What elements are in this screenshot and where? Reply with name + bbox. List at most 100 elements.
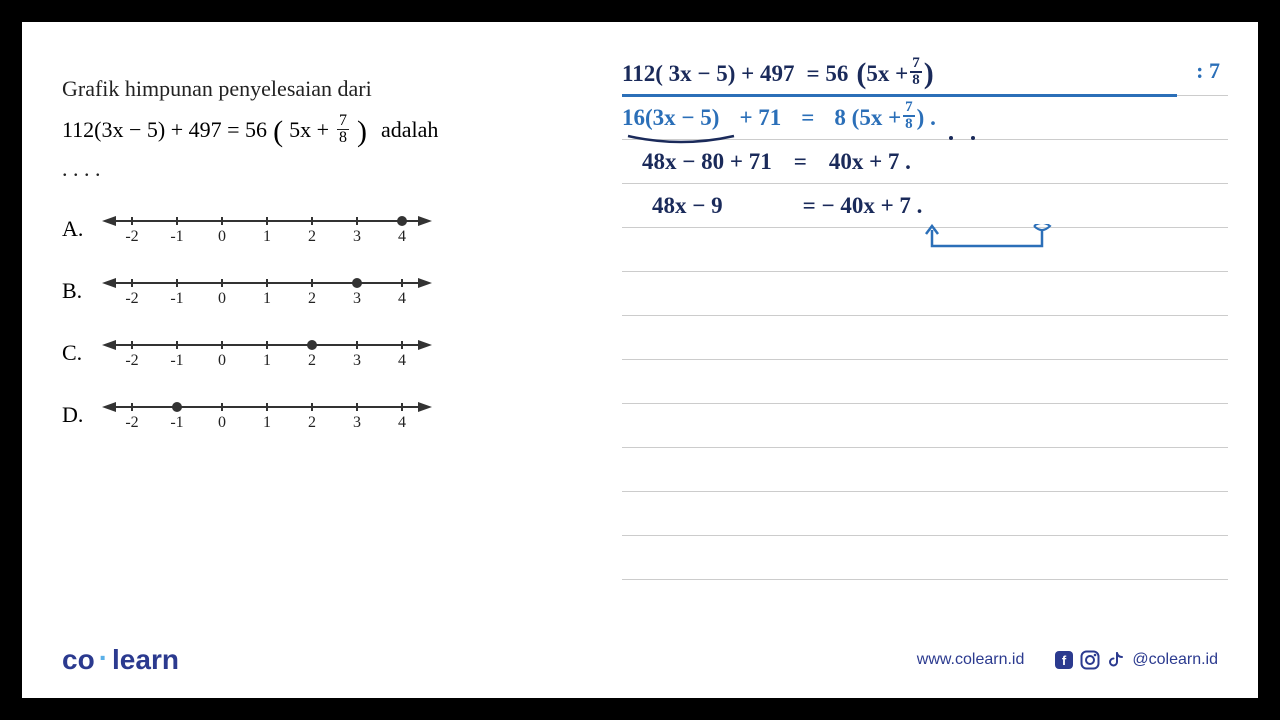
hand-l1-left: 112( 3x − 5) + 497 bbox=[622, 61, 795, 87]
social-handle: @colearn.id bbox=[1132, 651, 1218, 669]
instagram-icon bbox=[1080, 650, 1100, 670]
handwriting-block: 112( 3x − 5) + 497 = 56 ( 5x + 7 8 ) : 7… bbox=[622, 52, 1228, 580]
fraction-den: 8 bbox=[337, 130, 349, 146]
option-row[interactable]: D. -2 -1 0 1 2 3 4 bbox=[62, 395, 602, 435]
svg-text:-1: -1 bbox=[170, 414, 183, 431]
logo-part-a: co bbox=[62, 644, 95, 676]
hand-l2-a: 16(3x − 5) bbox=[622, 105, 719, 131]
option-row[interactable]: C. -2 -1 0 1 2 3 4 bbox=[62, 333, 602, 373]
svg-text:3: 3 bbox=[353, 228, 361, 245]
option-label: A. bbox=[62, 216, 102, 242]
paren-open: ( bbox=[273, 120, 283, 144]
svg-text:-2: -2 bbox=[125, 290, 138, 307]
question-text-line1: Grafik himpunan penyelesaian dari bbox=[62, 72, 602, 105]
options-block: A. -2 -1 0 1 2 3 4 B. -2 -1 0 1 2 3 4 C. -2 -1 0 1 2 3 4 D. -2 -1 0… bbox=[62, 209, 602, 435]
hand-l3-a: 48x − 80 + 71 bbox=[642, 149, 772, 175]
option-label: D. bbox=[62, 402, 102, 428]
hand-l2-frac-n: 7 bbox=[903, 100, 915, 117]
hand-l2-b: + 71 bbox=[739, 105, 781, 131]
hand-div7: : 7 bbox=[1196, 58, 1220, 84]
facebook-icon: f bbox=[1054, 650, 1074, 670]
option-label: C. bbox=[62, 340, 102, 366]
svg-text:-2: -2 bbox=[125, 228, 138, 245]
hand-l1-frac-d: 8 bbox=[910, 73, 922, 88]
equation-inner: 5x + bbox=[289, 117, 329, 143]
hand-l2-frac-d: 8 bbox=[903, 117, 915, 132]
fraction-num: 7 bbox=[337, 113, 349, 130]
question-block: Grafik himpunan penyelesaian dari 112(3x… bbox=[62, 72, 602, 457]
number-line: -2 -1 0 1 2 3 4 bbox=[102, 209, 432, 249]
hand-line-1: 112( 3x − 5) + 497 = 56 ( 5x + 7 8 ) : 7 bbox=[622, 52, 1228, 96]
ruled-line bbox=[622, 404, 1228, 448]
hand-l1-eq: = 56 bbox=[807, 61, 849, 87]
svg-text:f: f bbox=[1062, 653, 1067, 668]
hand-l3-b: = bbox=[794, 149, 807, 175]
option-row[interactable]: A. -2 -1 0 1 2 3 4 bbox=[62, 209, 602, 249]
svg-text:-2: -2 bbox=[125, 352, 138, 369]
option-row[interactable]: B. -2 -1 0 1 2 3 4 bbox=[62, 271, 602, 311]
hand-l1-paren-close: ) bbox=[924, 57, 934, 91]
svg-text:2: 2 bbox=[308, 228, 316, 245]
footer-right: www.colearn.id f @colearn.id bbox=[917, 650, 1218, 670]
hand-l2-frac: 7 8 bbox=[903, 100, 915, 132]
hand-l4-a: 48x − 9 bbox=[652, 193, 723, 219]
svg-text:0: 0 bbox=[218, 290, 226, 307]
hand-l2-e: ) . bbox=[917, 105, 936, 131]
svg-text:0: 0 bbox=[218, 228, 226, 245]
hand-l1-frac-n: 7 bbox=[910, 56, 922, 73]
svg-text:2: 2 bbox=[308, 290, 316, 307]
svg-text:1: 1 bbox=[263, 352, 271, 369]
svg-text:-1: -1 bbox=[170, 352, 183, 369]
logo-dot: · bbox=[99, 642, 108, 674]
equation-after: adalah bbox=[381, 117, 438, 143]
hand-l4-b: = − 40x + 7 . bbox=[803, 193, 923, 219]
question-dots: . . . . bbox=[62, 152, 602, 185]
fraction-7-8: 7 8 bbox=[337, 113, 349, 146]
hand-l2-c: = bbox=[801, 105, 814, 131]
ruled-line bbox=[622, 492, 1228, 536]
svg-text:0: 0 bbox=[218, 352, 226, 369]
svg-text:-2: -2 bbox=[125, 414, 138, 431]
svg-text:1: 1 bbox=[263, 228, 271, 245]
hand-line-3: 48x − 80 + 71 = 40x + 7 . bbox=[622, 140, 1228, 184]
tiktok-icon bbox=[1106, 650, 1126, 670]
svg-text:4: 4 bbox=[398, 352, 406, 369]
svg-text:4: 4 bbox=[398, 290, 406, 307]
footer: co · learn www.colearn.id f @colearn.id bbox=[62, 644, 1218, 676]
number-line: -2 -1 0 1 2 3 4 bbox=[102, 271, 432, 311]
logo-part-b: learn bbox=[112, 644, 179, 676]
number-line: -2 -1 0 1 2 3 4 bbox=[102, 333, 432, 373]
ruled-line bbox=[622, 448, 1228, 492]
paren-close: ) bbox=[357, 120, 367, 144]
number-line: -2 -1 0 1 2 3 4 bbox=[102, 395, 432, 435]
ruled-line bbox=[622, 536, 1228, 580]
svg-text:3: 3 bbox=[353, 352, 361, 369]
ruled-line bbox=[622, 272, 1228, 316]
svg-text:3: 3 bbox=[353, 414, 361, 431]
hand-l1-inner: 5x + bbox=[866, 61, 908, 87]
svg-text:-1: -1 bbox=[170, 228, 183, 245]
hand-l2-d: 8 (5x + bbox=[834, 105, 901, 131]
ruled-line bbox=[622, 360, 1228, 404]
question-equation: 112(3x − 5) + 497 = 56 ( 5x + 7 8 ) adal… bbox=[62, 113, 602, 146]
hand-l1-frac: 7 8 bbox=[910, 56, 922, 88]
hand-l1-paren-open: ( bbox=[856, 57, 866, 91]
hand-l3-c: 40x + 7 . bbox=[829, 149, 911, 175]
hand-line-5-arrow bbox=[622, 228, 1228, 272]
svg-text:0: 0 bbox=[218, 414, 226, 431]
equation-left: 112(3x − 5) + 497 = 56 bbox=[62, 117, 267, 143]
hand-line-2: 16(3x − 5) + 71 = 8 (5x + 7 8 ) . bbox=[622, 96, 1228, 140]
logo: co · learn bbox=[62, 644, 179, 676]
svg-text:4: 4 bbox=[398, 228, 406, 245]
move-arrow bbox=[922, 224, 1082, 256]
svg-text:1: 1 bbox=[263, 414, 271, 431]
svg-text:2: 2 bbox=[308, 352, 316, 369]
svg-text:2: 2 bbox=[308, 414, 316, 431]
option-label: B. bbox=[62, 278, 102, 304]
svg-text:1: 1 bbox=[263, 290, 271, 307]
footer-url: www.colearn.id bbox=[917, 651, 1025, 669]
svg-text:3: 3 bbox=[353, 290, 361, 307]
svg-text:-1: -1 bbox=[170, 290, 183, 307]
svg-text:4: 4 bbox=[398, 414, 406, 431]
page-surface: Grafik himpunan penyelesaian dari 112(3x… bbox=[22, 22, 1258, 698]
